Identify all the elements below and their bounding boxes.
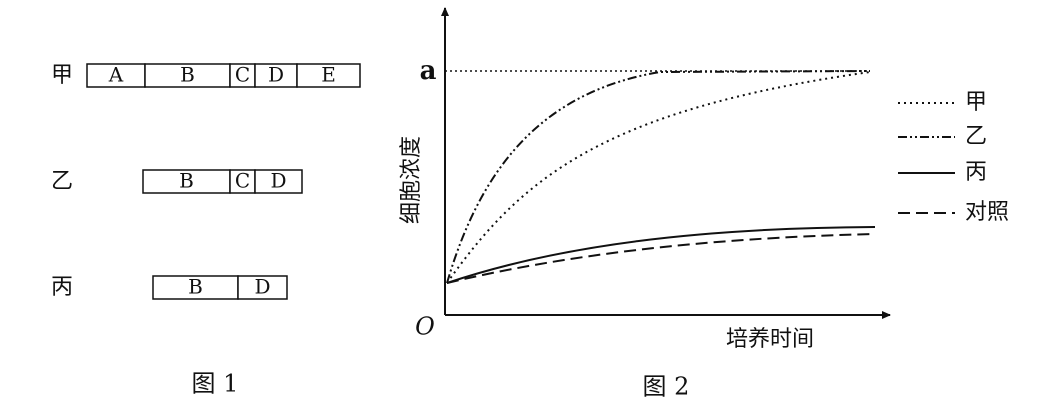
segment-label: A	[108, 63, 124, 87]
segment-label: C	[235, 169, 250, 193]
legend-label: 对照	[965, 200, 1009, 225]
segment-label: D	[254, 275, 270, 299]
row-label: 甲	[51, 63, 73, 88]
figure-1: 甲 A B C D E乙 B C D丙 B D	[51, 63, 361, 300]
y-marker: a	[420, 56, 437, 86]
legend-label: 丙	[965, 160, 987, 185]
segment-label: B	[188, 275, 203, 299]
curve-control	[446, 233, 876, 284]
curve-yi	[446, 70, 871, 284]
segment	[237, 275, 288, 300]
segment-label: C	[235, 63, 250, 87]
segment	[296, 63, 361, 88]
origin-label: O	[415, 313, 435, 341]
row-label: 乙	[51, 169, 73, 194]
y-axis-label: 细胞浓度	[399, 136, 424, 224]
caption: 图 1	[192, 370, 239, 398]
segment	[254, 169, 303, 194]
segment-label: E	[321, 63, 336, 87]
segment-label: B	[179, 169, 194, 193]
segment-label: B	[180, 63, 195, 87]
segment-label: D	[268, 63, 284, 87]
caption: 图 2	[643, 373, 690, 401]
legend-label: 乙	[965, 124, 987, 149]
curve-jia	[446, 71, 871, 284]
row-label: 丙	[51, 275, 73, 300]
segment-label: D	[270, 169, 286, 193]
curve-bing	[446, 226, 876, 284]
x-axis-label: 培养时间	[726, 327, 814, 352]
legend-label: 甲	[965, 90, 987, 115]
